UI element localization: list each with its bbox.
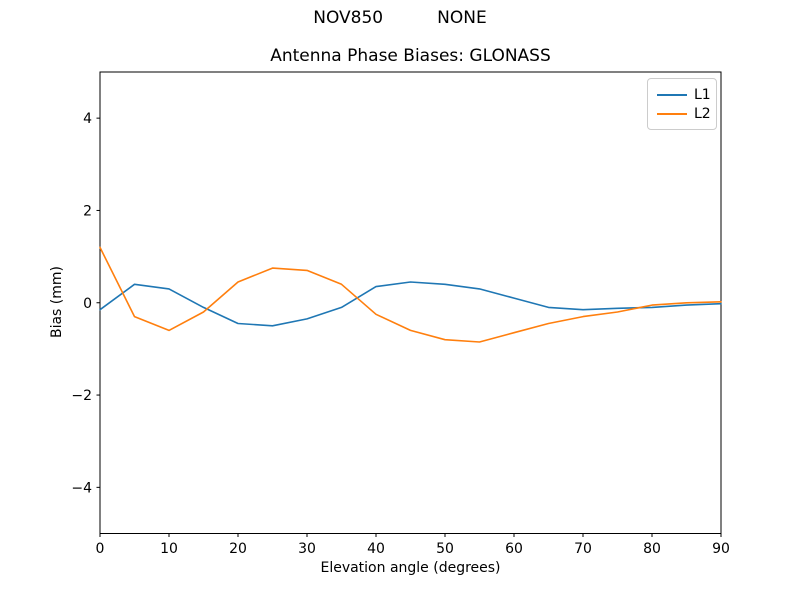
legend-label-l1: L1 [694, 86, 711, 103]
axes-title: Antenna Phase Biases: GLONASS [270, 46, 551, 66]
x-axis-label: Elevation angle (degrees) [320, 560, 501, 576]
legend: L1 L2 [647, 78, 717, 130]
legend-entry-l2: L2 [657, 104, 716, 123]
x-axis-tick-label: 50 [436, 541, 454, 557]
x-axis-tick-label: 80 [643, 541, 661, 557]
x-axis-tick-label: 40 [367, 541, 385, 557]
x-axis-tick-label: 70 [574, 541, 592, 557]
y-axis-label: Bias (mm) [49, 265, 65, 339]
x-axis-tick-label: 60 [505, 541, 523, 557]
series-line-l1 [99, 281, 722, 327]
y-axis-tick-label: 2 [83, 203, 92, 219]
x-axis-tick-label: 10 [160, 541, 178, 557]
y-axis-tick-label: 0 [83, 296, 92, 312]
x-axis-tick-label: 0 [96, 541, 105, 557]
y-axis-tick-label: −2 [71, 388, 92, 404]
x-axis-tick-label: 30 [298, 541, 316, 557]
y-axis-tick-label: 4 [83, 111, 92, 127]
figure-suptitle: NOV850 NONE [313, 8, 487, 28]
legend-line-sample-l2 [657, 112, 687, 115]
y-axis-tick-label: −4 [71, 480, 92, 496]
series-line-l2 [99, 246, 722, 343]
x-axis-tick-label: 90 [712, 541, 730, 557]
x-axis-tick-label: 20 [229, 541, 247, 557]
legend-entry-l1: L1 [657, 85, 716, 104]
legend-line-sample-l1 [657, 93, 687, 96]
legend-label-l2: L2 [694, 105, 711, 122]
